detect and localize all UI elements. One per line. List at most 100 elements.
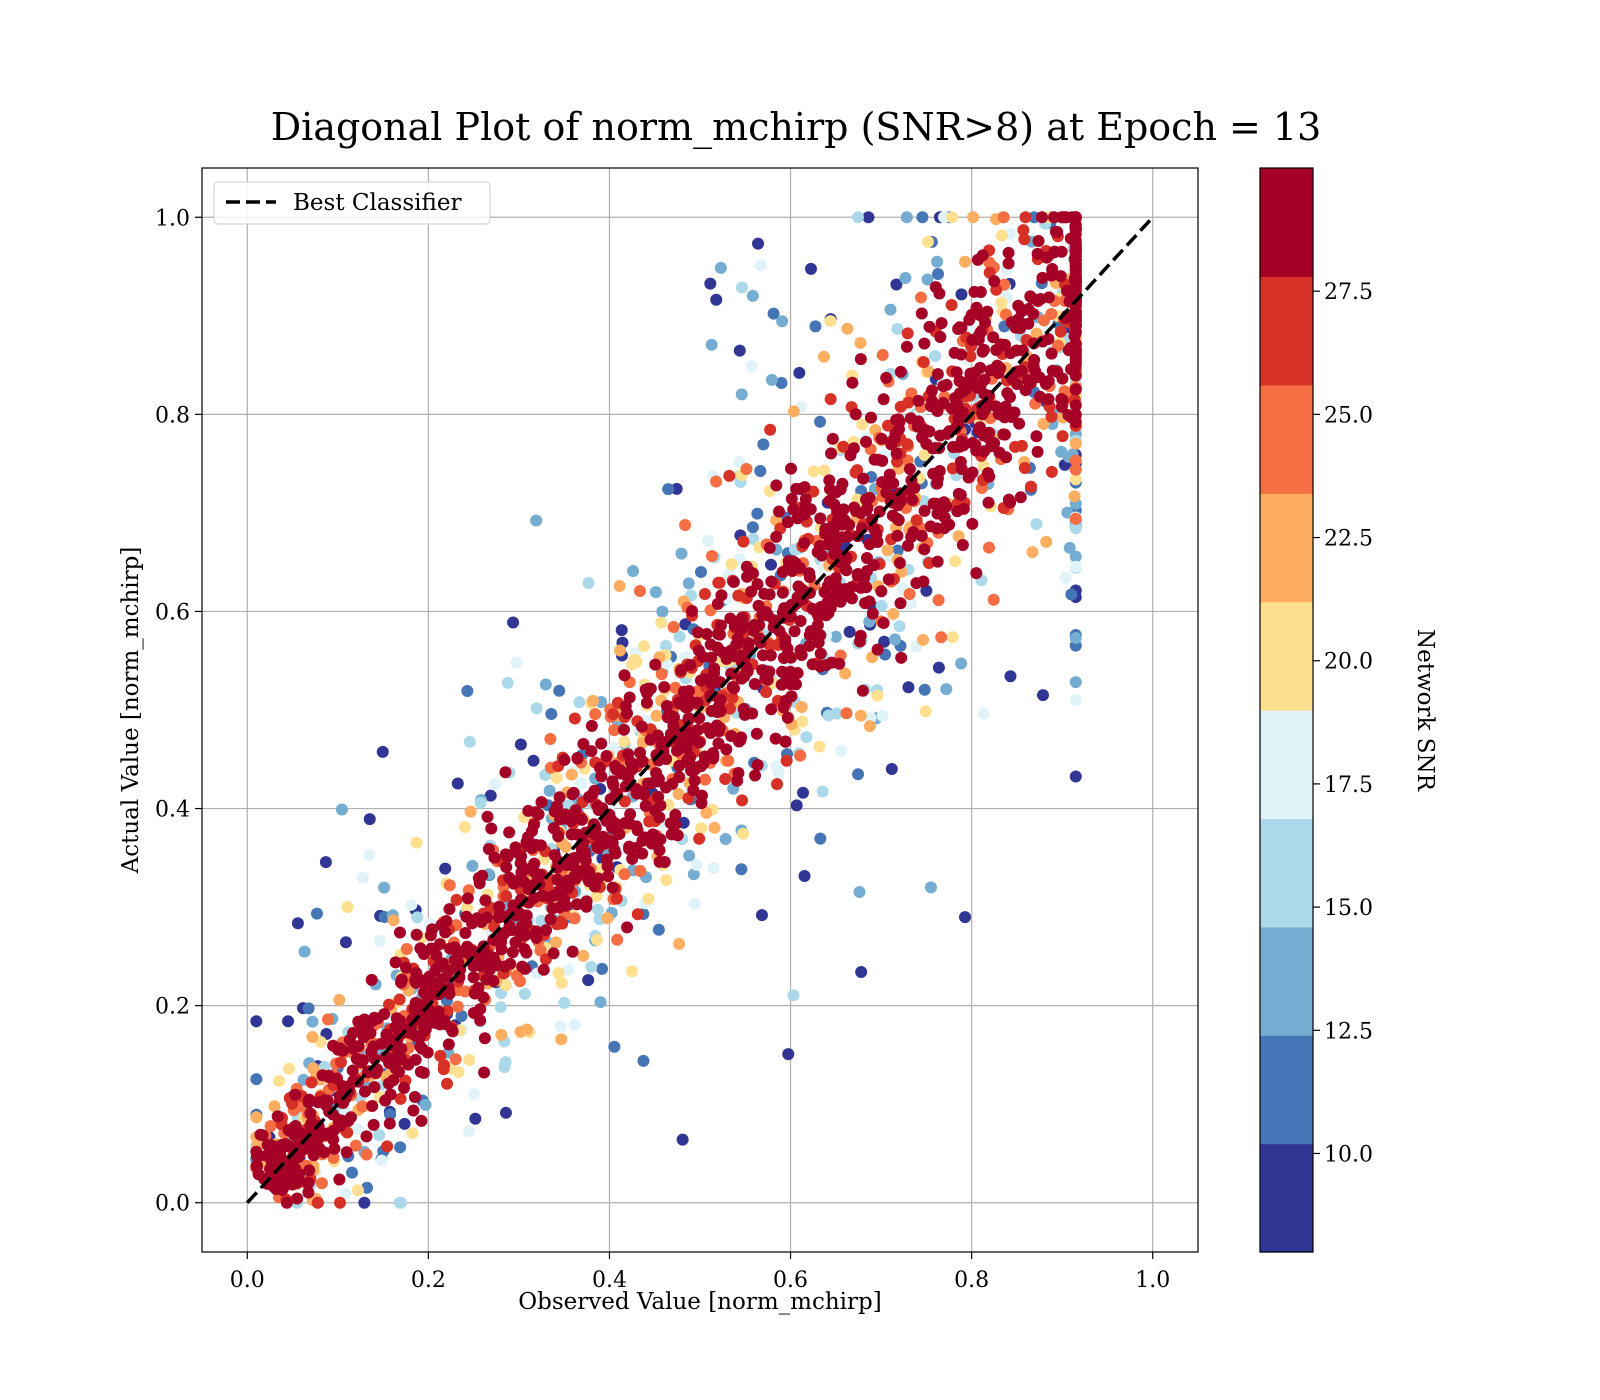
- data-point: [623, 817, 636, 830]
- data-point: [865, 411, 878, 424]
- colorbar-tick-label: 20.0: [1324, 650, 1373, 675]
- colorbar-segment: [1260, 1143, 1313, 1253]
- data-point: [643, 815, 656, 828]
- data-point: [601, 912, 614, 925]
- data-point: [537, 963, 550, 976]
- data-point: [895, 651, 908, 664]
- data-point: [420, 1016, 433, 1029]
- colorbar-segment: [1260, 493, 1313, 603]
- data-point: [410, 967, 423, 980]
- data-point: [737, 535, 750, 548]
- data-point: [809, 320, 822, 333]
- data-point: [302, 1186, 315, 1199]
- data-point: [735, 388, 748, 401]
- data-point: [867, 559, 880, 572]
- data-point: [507, 616, 520, 629]
- data-point: [946, 631, 959, 644]
- data-point: [736, 794, 749, 807]
- data-point: [915, 431, 928, 444]
- data-point: [547, 947, 560, 960]
- data-point: [459, 926, 472, 939]
- data-point: [589, 708, 602, 721]
- data-point: [652, 790, 665, 803]
- data-point: [484, 789, 497, 802]
- data-point: [667, 621, 680, 634]
- colorbar-tick-label: 15.0: [1324, 896, 1373, 921]
- y-tick-label: 0.8: [155, 403, 190, 428]
- data-point: [479, 894, 492, 907]
- data-point: [700, 806, 713, 819]
- data-point: [731, 774, 744, 787]
- data-point: [765, 575, 778, 588]
- data-point: [804, 625, 817, 638]
- data-point: [859, 435, 872, 448]
- data-point: [440, 914, 453, 927]
- data-point: [829, 486, 842, 499]
- data-point: [611, 824, 624, 837]
- data-point: [408, 1091, 421, 1104]
- data-point: [658, 681, 671, 694]
- data-point: [615, 624, 628, 637]
- data-point: [365, 973, 378, 986]
- data-point: [1069, 274, 1082, 287]
- data-point: [795, 701, 808, 714]
- data-point: [854, 353, 867, 366]
- data-point: [633, 584, 646, 597]
- data-point: [624, 808, 637, 821]
- data-point: [995, 229, 1008, 242]
- data-point: [623, 842, 636, 855]
- data-point: [890, 447, 903, 460]
- data-point: [352, 1123, 365, 1136]
- data-point: [691, 626, 704, 639]
- data-point: [600, 750, 613, 763]
- data-point: [771, 778, 784, 791]
- data-point: [793, 483, 806, 496]
- data-point: [1069, 338, 1082, 351]
- data-point: [339, 936, 352, 949]
- colorbar-tick-label: 12.5: [1324, 1019, 1373, 1044]
- data-point: [566, 945, 579, 958]
- data-point: [700, 627, 713, 640]
- data-point: [836, 477, 849, 490]
- data-point: [694, 566, 707, 579]
- data-point: [785, 492, 798, 505]
- data-point: [473, 949, 486, 962]
- data-point: [782, 1048, 795, 1061]
- data-point: [356, 871, 369, 884]
- data-point: [411, 911, 424, 924]
- data-point: [397, 1023, 410, 1036]
- data-point: [707, 861, 720, 874]
- data-point: [548, 849, 561, 862]
- data-point: [807, 465, 820, 478]
- data-point: [935, 631, 948, 644]
- data-point: [903, 463, 916, 476]
- data-point: [432, 960, 445, 973]
- data-point: [582, 875, 595, 888]
- data-point: [1069, 463, 1082, 476]
- chart-title: Diagonal Plot of norm_mchirp (SNR>8) at …: [271, 105, 1322, 150]
- data-point: [932, 661, 945, 674]
- data-point: [410, 928, 423, 941]
- data-point: [954, 456, 967, 469]
- data-point: [704, 725, 717, 738]
- data-point: [973, 421, 986, 434]
- data-point: [889, 633, 902, 646]
- data-point: [1056, 211, 1069, 224]
- legend-label-best-classifier: Best Classifier: [293, 190, 461, 216]
- data-point: [618, 669, 631, 682]
- data-point: [882, 573, 895, 586]
- data-point: [543, 784, 556, 797]
- data-point: [949, 392, 962, 405]
- data-point: [931, 507, 944, 520]
- data-point: [793, 366, 806, 379]
- data-point: [906, 493, 919, 506]
- data-point: [390, 1050, 403, 1063]
- data-point: [735, 281, 748, 294]
- y-axis-label: Actual Value [norm_mchirp]: [118, 547, 144, 875]
- data-point: [359, 1085, 372, 1098]
- data-point: [660, 700, 673, 713]
- data-point: [664, 817, 677, 830]
- data-point: [638, 640, 651, 653]
- data-point: [521, 839, 534, 852]
- data-point: [514, 738, 527, 751]
